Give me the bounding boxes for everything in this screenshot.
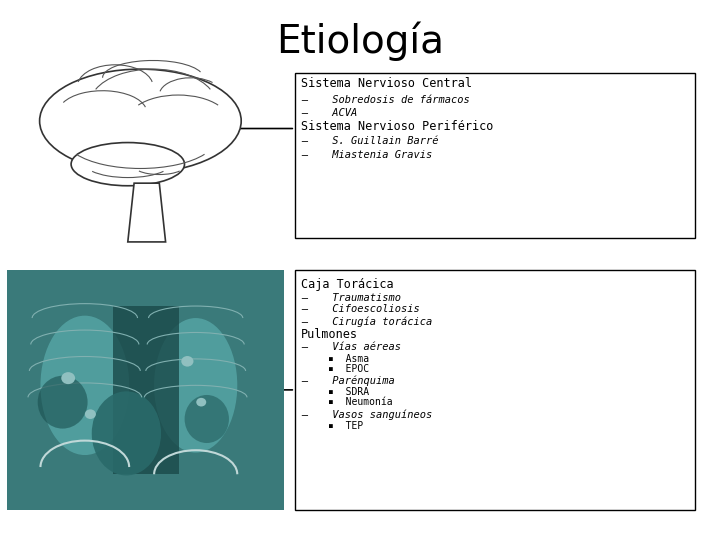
Text: –    Vasos sanguíneos: – Vasos sanguíneos [301,409,432,420]
Text: Pulmones: Pulmones [301,328,358,341]
Ellipse shape [37,376,88,429]
Text: ▪  Asma: ▪ Asma [328,354,369,363]
Circle shape [181,356,194,367]
Text: ▪  Neumonía: ▪ Neumonía [328,397,392,407]
Ellipse shape [71,143,184,186]
Bar [295,270,695,510]
Text: –    ACVA: – ACVA [301,109,357,118]
Text: ▪  TEP: ▪ TEP [328,421,363,431]
Bar [295,73,695,238]
Text: ▪  SDRA: ▪ SDRA [328,387,369,397]
Ellipse shape [91,392,161,475]
Text: –    S. Guillain Barré: – S. Guillain Barré [301,137,438,146]
Ellipse shape [184,395,229,443]
Text: –    Parénquima: – Parénquima [301,375,395,386]
Ellipse shape [40,316,129,455]
Bar [112,306,179,474]
Text: –    Sobredosis de fármacos: – Sobredosis de fármacos [301,95,469,105]
Circle shape [61,372,75,384]
PathPatch shape [128,183,166,242]
Circle shape [197,398,206,407]
Text: –    Cirugía torácica: – Cirugía torácica [301,316,432,327]
Text: –    Cifoescoliosis: – Cifoescoliosis [301,305,420,314]
Text: Sistema Nervioso Periférico: Sistema Nervioso Periférico [301,120,493,133]
Text: –    Vías aéreas: – Vías aéreas [301,342,401,352]
Text: –    Traumatismo: – Traumatismo [301,293,401,302]
Ellipse shape [40,69,241,173]
Text: Sistema Nervioso Central: Sistema Nervioso Central [301,77,472,90]
Text: –    Miastenia Gravis: – Miastenia Gravis [301,150,432,160]
Circle shape [85,409,96,419]
Text: Etiología: Etiología [276,22,444,61]
Ellipse shape [154,318,238,453]
Text: ▪  EPOC: ▪ EPOC [328,364,369,374]
Text: Caja Torácica: Caja Torácica [301,278,394,291]
